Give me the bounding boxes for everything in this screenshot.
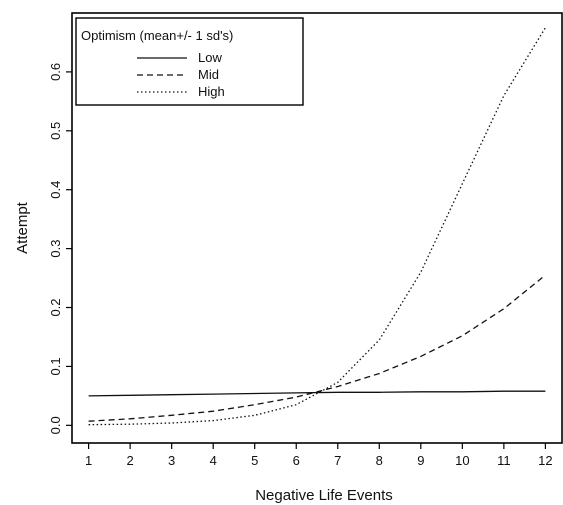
legend-label-mid: Mid (198, 67, 219, 82)
x-tick-label: 3 (168, 453, 175, 468)
x-axis-title: Negative Life Events (255, 487, 393, 504)
x-tick-label: 6 (293, 453, 300, 468)
x-tick-label: 12 (538, 453, 552, 468)
y-axis-title: Attempt (14, 201, 31, 254)
x-axis: 1 2 3 4 5 6 7 8 9 10 11 12 (85, 443, 553, 468)
y-tick-label: 0.0 (48, 416, 63, 434)
x-tick-label: 11 (497, 453, 511, 468)
x-tick-label: 7 (334, 453, 341, 468)
x-tick-label: 1 (85, 453, 92, 468)
y-tick-label: 0.4 (48, 181, 63, 199)
x-tick-label: 8 (376, 453, 383, 468)
series-line-mid (88, 274, 546, 422)
legend-label-low: Low (198, 50, 222, 65)
x-tick-label: 5 (251, 453, 258, 468)
legend-label-high: High (198, 84, 225, 99)
series-layer (88, 27, 546, 426)
x-tick-label: 2 (127, 453, 134, 468)
y-tick-label: 0.6 (48, 63, 63, 81)
series-line-low (88, 390, 546, 397)
y-tick-label: 0.1 (48, 357, 63, 375)
y-tick-label: 0.5 (48, 122, 63, 140)
legend-box (75, 17, 304, 106)
x-tick-label: 4 (210, 453, 217, 468)
y-tick-label: 0.2 (48, 298, 63, 316)
plot-frame (71, 12, 563, 444)
y-tick-label: 0.3 (48, 240, 63, 258)
legend-entries: Low Mid High (137, 50, 225, 99)
legend-title: Optimism (mean+/- 1 sd's) (81, 28, 233, 43)
series-line-high (88, 27, 546, 426)
y-axis: 0.0 0.1 0.2 0.3 0.4 0.5 0.6 (48, 63, 72, 434)
x-tick-label: 10 (455, 453, 469, 468)
x-tick-label: 9 (417, 453, 424, 468)
legend: Optimism (mean+/- 1 sd's) Low Mid High (75, 17, 304, 106)
